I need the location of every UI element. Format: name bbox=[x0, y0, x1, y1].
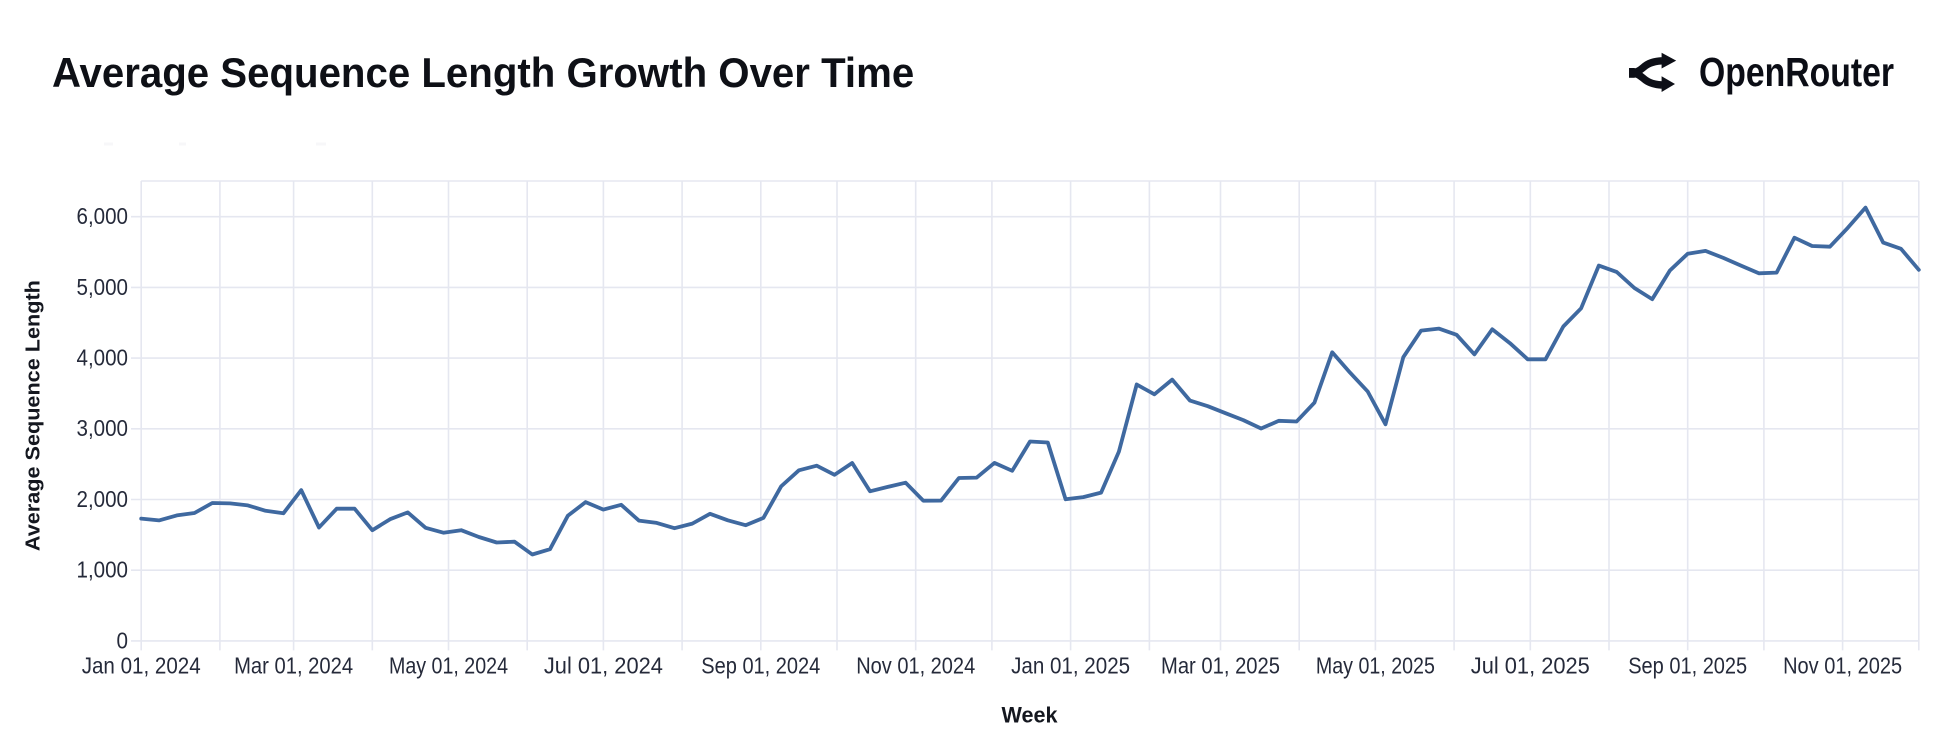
svg-text:Nov 01, 2024: Nov 01, 2024 bbox=[856, 653, 975, 679]
svg-text:Sep 01, 2025: Sep 01, 2025 bbox=[1628, 653, 1747, 679]
svg-text:Average Sequence Length: Average Sequence Length bbox=[23, 280, 45, 551]
svg-text:May 01, 2025: May 01, 2025 bbox=[1316, 653, 1435, 679]
svg-text:0: 0 bbox=[117, 627, 129, 653]
svg-text:1,000: 1,000 bbox=[77, 557, 129, 583]
svg-text:5,000: 5,000 bbox=[77, 274, 129, 300]
svg-text:4,000: 4,000 bbox=[77, 345, 129, 371]
svg-text:Week: Week bbox=[1002, 703, 1058, 728]
svg-text:Jan 01, 2025: Jan 01, 2025 bbox=[1011, 653, 1130, 679]
svg-text:May 01, 2024: May 01, 2024 bbox=[389, 653, 508, 679]
svg-text:Nov 01, 2025: Nov 01, 2025 bbox=[1783, 653, 1902, 679]
svg-text:6,000: 6,000 bbox=[77, 203, 129, 229]
svg-text:Mar 01, 2025: Mar 01, 2025 bbox=[1161, 653, 1280, 679]
svg-text:3,000: 3,000 bbox=[77, 415, 129, 441]
svg-text:Jul 01, 2025: Jul 01, 2025 bbox=[1471, 653, 1590, 679]
svg-text:Jul 01, 2024: Jul 01, 2024 bbox=[544, 653, 663, 679]
svg-text:Jan 01, 2024: Jan 01, 2024 bbox=[82, 653, 201, 679]
svg-text:Sep 01, 2024: Sep 01, 2024 bbox=[701, 653, 820, 679]
svg-text:Mar 01, 2024: Mar 01, 2024 bbox=[234, 653, 353, 679]
svg-text:2,000: 2,000 bbox=[77, 486, 129, 512]
